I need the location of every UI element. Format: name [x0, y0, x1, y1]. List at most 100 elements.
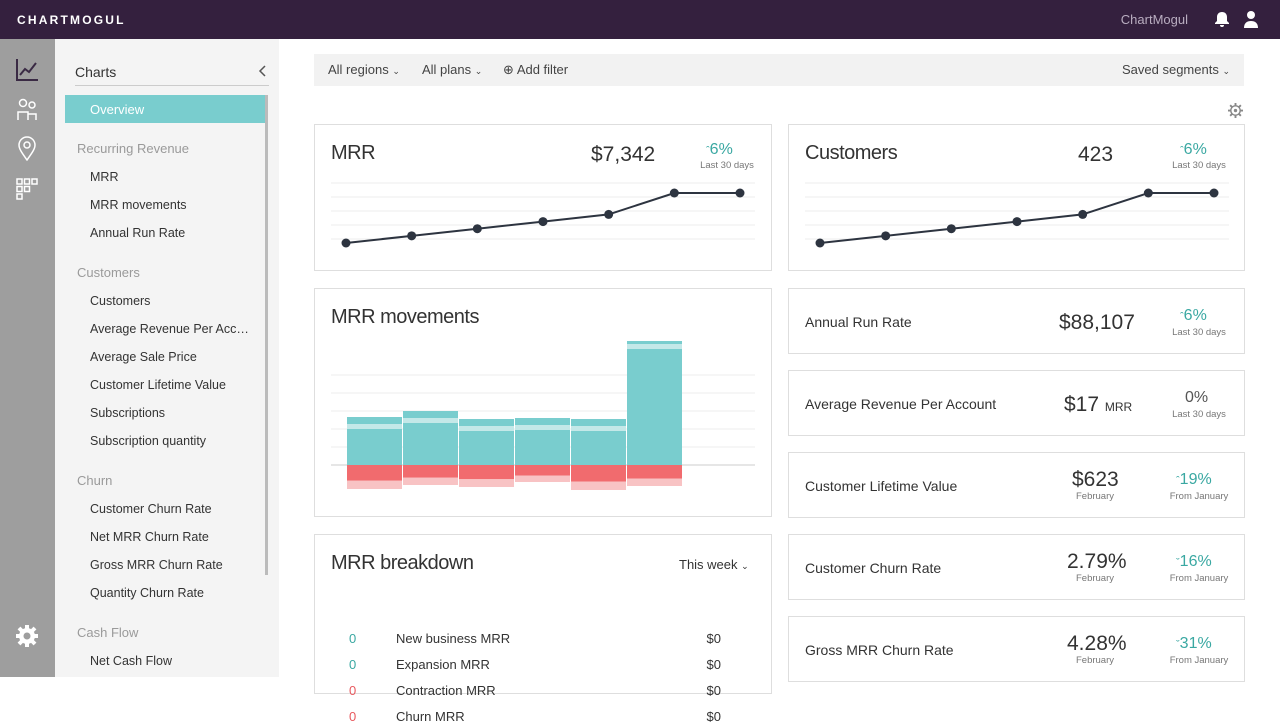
negative-bar [571, 465, 626, 482]
churn-band [515, 475, 570, 482]
regions-filter[interactable]: All regions ⌄ [328, 62, 400, 77]
sidebar-title: Charts [75, 64, 117, 80]
gross-churn-change: ˇ31% [1176, 635, 1212, 652]
mrr-line-chart [331, 182, 755, 248]
breakdown-value: $0 [706, 631, 721, 646]
plus-circle-icon: ⊕ [503, 62, 514, 77]
breakdown-range-dropdown[interactable]: This week ⌄ [679, 557, 749, 572]
plans-filter[interactable]: All plans ⌄ [422, 62, 483, 77]
data-point [407, 231, 417, 241]
ltv-value-period: February [1075, 491, 1114, 502]
arpa-period: Last 30 days [1172, 409, 1226, 420]
collapse-sidebar-icon[interactable] [258, 64, 268, 78]
sidebar-item[interactable]: Annual Run Rate [90, 226, 186, 240]
expansion-band [571, 426, 626, 431]
churn-card[interactable]: Customer Churn Rate 2.79% February ˇ16% … [788, 534, 1245, 600]
mrr-card[interactable]: MRR $7,342 ˆ6% Last 30 days [314, 124, 772, 271]
arrow-up-icon: ˆ [1180, 311, 1184, 323]
account-name[interactable]: ChartMogul [1120, 12, 1188, 27]
ltv-title: Customer Lifetime Value [805, 478, 958, 494]
sidebar-item[interactable]: MRR movements [90, 198, 187, 212]
sidebar-item[interactable]: Net Cash Flow [90, 654, 172, 668]
breakdown-label: Expansion MRR [396, 657, 490, 672]
sidebar-item[interactable]: Average Revenue Per Acco… [90, 322, 250, 336]
gross-churn-value-period: February [1075, 655, 1114, 666]
breakdown-value: $0 [706, 657, 721, 672]
mrr-breakdown-card[interactable]: MRR breakdown This week ⌄ 0 New business … [314, 534, 772, 724]
expansion-band [403, 418, 458, 423]
churn-period: From January [1169, 573, 1229, 584]
data-point [472, 224, 482, 234]
location-icon[interactable] [14, 135, 40, 161]
churn-band [571, 481, 626, 490]
arpa-value: $17 MRR [1064, 393, 1133, 416]
sidebar-item[interactable]: Quantity Churn Rate [90, 586, 204, 600]
charts-sidebar: Charts Overview Recurring Revenue MRR MRR … [55, 39, 279, 677]
gross-churn-card[interactable]: Gross MRR Churn Rate 4.28% February ˇ31%… [788, 616, 1245, 682]
chartmogul-logo[interactable]: CHARTMOGUL [17, 13, 126, 27]
sidebar-section-heading: Customers [77, 265, 140, 280]
sidebar-item[interactable]: MRR [90, 170, 119, 184]
settings-icon[interactable] [14, 623, 40, 649]
churn-value: 2.79% [1067, 550, 1127, 573]
arrow-down-icon: ˇ [1176, 557, 1180, 569]
user-icon[interactable] [1242, 10, 1260, 28]
ltv-period: From January [1169, 491, 1229, 502]
sidebar-scrollbar[interactable] [265, 95, 268, 575]
sidebar-item[interactable]: Customer Lifetime Value [90, 378, 226, 392]
customers-line-chart [805, 182, 1229, 248]
data-point [815, 238, 825, 248]
add-filter-button[interactable]: ⊕ Add filter [503, 62, 569, 77]
positive-bar [459, 419, 514, 465]
negative-bar [347, 465, 402, 481]
mrr-breakdown-title: MRR breakdown [331, 552, 474, 574]
arr-card[interactable]: Annual Run Rate $88,107 ˆ6% Last 30 days [788, 288, 1245, 354]
sidebar-item[interactable]: Average Sale Price [90, 350, 197, 364]
gross-churn-value: 4.28% [1067, 632, 1127, 655]
saved-segments-dropdown[interactable]: Saved segments ⌄ [1122, 62, 1231, 77]
sidebar-item[interactable]: Customers [90, 294, 151, 308]
gross-churn-period: From January [1169, 655, 1229, 666]
data-point [1209, 188, 1219, 198]
charts-icon[interactable] [14, 57, 40, 83]
mrr-movements-card[interactable]: MRR movements [314, 288, 772, 517]
filter-bar: All regions ⌄ All plans ⌄ ⊕ Add filter S… [314, 54, 1244, 86]
customers-icon[interactable] [14, 96, 40, 122]
churn-band [347, 480, 402, 489]
ltv-card[interactable]: Customer Lifetime Value $623 February ˆ1… [788, 452, 1245, 518]
breakdown-count: 0 [349, 631, 357, 646]
apps-icon[interactable] [14, 176, 40, 202]
ltv-value: $623 [1072, 468, 1119, 491]
negative-bar [403, 465, 458, 478]
sidebar-item-overview[interactable]: Overview [65, 95, 268, 123]
sidebar-item[interactable]: Customer Churn Rate [90, 502, 212, 516]
dashboard-settings-icon[interactable] [1228, 103, 1243, 118]
data-point [1143, 188, 1153, 198]
sidebar-item[interactable]: Subscriptions [90, 406, 166, 420]
sidebar-item[interactable]: Subscription quantity [90, 434, 207, 448]
data-point [1078, 209, 1088, 219]
bell-icon[interactable] [1213, 10, 1231, 28]
top-bar: CHARTMOGUL ChartMogul [0, 0, 1280, 39]
negative-bar [459, 465, 514, 480]
arpa-card[interactable]: Average Revenue Per Account $17 MRR 0% L… [788, 370, 1245, 436]
sidebar-section-heading: Cash Flow [77, 625, 139, 640]
churn-value-period: February [1075, 573, 1114, 584]
breakdown-count: 0 [349, 657, 357, 672]
breakdown-count: 0 [349, 709, 357, 724]
sidebar-item[interactable]: Gross MRR Churn Rate [90, 558, 223, 572]
churn-title: Customer Churn Rate [805, 560, 942, 576]
arr-title: Annual Run Rate [805, 314, 912, 330]
arr-period: Last 30 days [1172, 327, 1226, 338]
positive-bar [571, 419, 626, 465]
arr-change: ˆ6% [1180, 307, 1207, 324]
customers-title: Customers [805, 142, 898, 164]
negative-bar [627, 465, 682, 479]
arrow-up-icon: ˆ [1176, 475, 1180, 487]
ltv-change: ˆ19% [1176, 471, 1212, 488]
arpa-change: 0% [1185, 389, 1209, 406]
sidebar-item[interactable]: Net MRR Churn Rate [90, 530, 209, 544]
customers-card[interactable]: Customers 423 ˆ6% Last 30 days [788, 124, 1245, 271]
data-point [1012, 217, 1022, 227]
customers-period: Last 30 days [1172, 160, 1226, 171]
